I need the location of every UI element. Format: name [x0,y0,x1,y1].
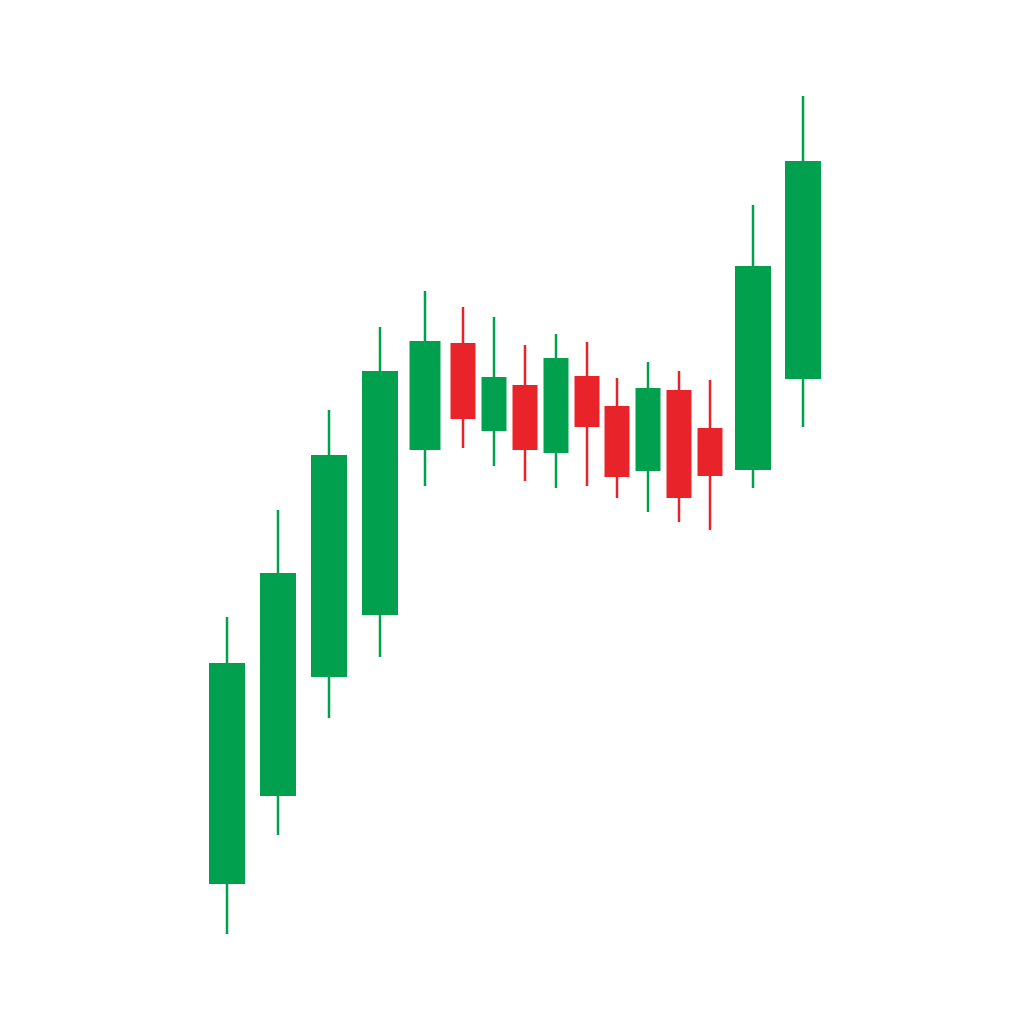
candle-body [481,377,507,431]
candle-body [697,428,723,476]
candle-body [666,390,692,498]
candle-body [409,341,441,450]
candle-body [450,343,476,419]
candle-body [574,376,600,427]
candle-body [604,406,630,477]
candle-body [512,385,538,450]
candle-body [260,573,296,796]
candle-body [735,266,771,470]
candle-body [362,371,398,615]
candle-body [543,358,569,453]
candle-body [785,161,821,379]
candle-body [311,455,347,677]
candle-body [635,388,661,471]
candle-body [209,663,245,884]
